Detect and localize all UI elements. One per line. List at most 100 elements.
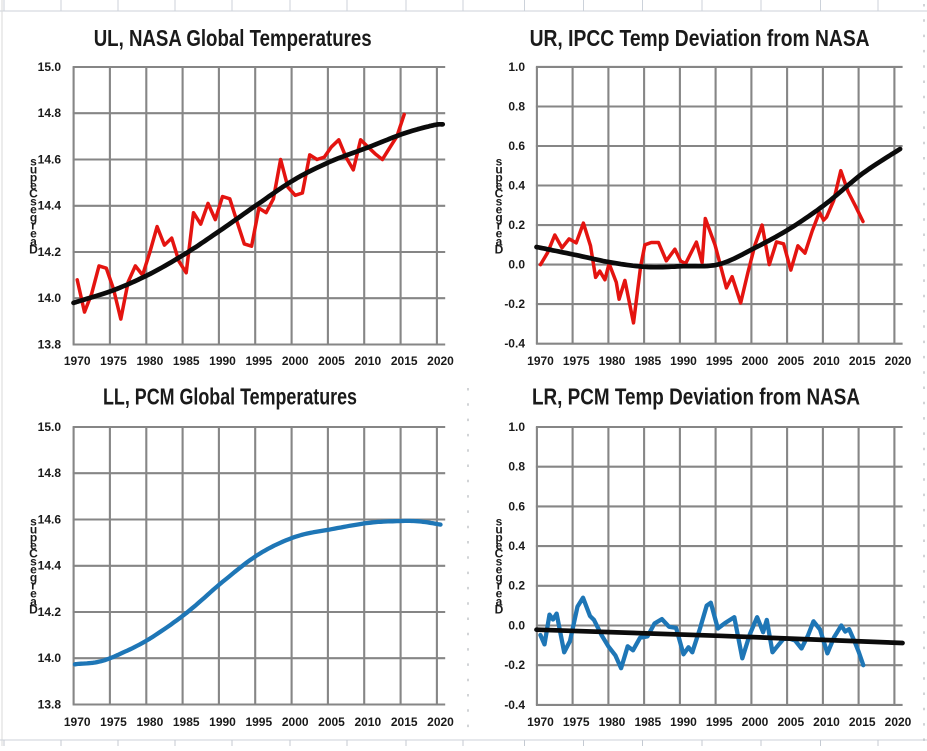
svg-text:a: a — [30, 234, 37, 248]
svg-text:s: s — [30, 514, 37, 528]
svg-text:2000: 2000 — [282, 354, 309, 368]
svg-text:0.8: 0.8 — [508, 460, 525, 474]
svg-text:UL, NASA Global Temperatures: UL, NASA Global Temperatures — [94, 25, 372, 51]
svg-text:e: e — [496, 202, 503, 216]
svg-text:2020: 2020 — [427, 715, 454, 729]
svg-text:p: p — [30, 170, 37, 184]
svg-text:1980: 1980 — [599, 354, 626, 368]
svg-text:e: e — [496, 226, 503, 240]
svg-text:1985: 1985 — [173, 715, 200, 729]
svg-text:1970: 1970 — [527, 715, 554, 729]
svg-text:15.0: 15.0 — [38, 60, 62, 74]
svg-text:a: a — [496, 594, 503, 608]
svg-text:s: s — [30, 194, 37, 208]
svg-text:2010: 2010 — [813, 715, 840, 729]
svg-text:1975: 1975 — [100, 715, 127, 729]
svg-text:e: e — [496, 538, 503, 552]
svg-text:g: g — [30, 210, 37, 224]
svg-text:0.6: 0.6 — [508, 139, 525, 153]
svg-text:1970: 1970 — [527, 354, 554, 368]
svg-text:s: s — [496, 194, 503, 208]
svg-text:2005: 2005 — [777, 354, 804, 368]
svg-text:0.8: 0.8 — [508, 99, 525, 113]
svg-text:1970: 1970 — [64, 354, 91, 368]
svg-text:e: e — [30, 586, 37, 600]
svg-text:LR, PCM Temp Deviation from NA: LR, PCM Temp Deviation from NASA — [532, 384, 860, 410]
svg-text:2000: 2000 — [742, 354, 769, 368]
svg-text:s: s — [496, 554, 503, 568]
svg-text:e: e — [30, 562, 37, 576]
svg-text:0.6: 0.6 — [508, 499, 525, 513]
svg-text:1995: 1995 — [245, 715, 272, 729]
svg-text:1995: 1995 — [245, 354, 272, 368]
svg-text:g: g — [495, 210, 502, 224]
svg-text:14.2: 14.2 — [38, 605, 62, 619]
svg-text:2005: 2005 — [318, 354, 345, 368]
svg-text:r: r — [31, 218, 36, 232]
svg-text:1975: 1975 — [563, 715, 590, 729]
svg-text:C: C — [29, 186, 38, 200]
svg-text:C: C — [495, 186, 504, 200]
svg-text:e: e — [496, 586, 503, 600]
svg-text:LL, PCM Global Temperatures: LL, PCM Global Temperatures — [103, 384, 357, 410]
svg-text:2020: 2020 — [885, 715, 912, 729]
svg-text:1.0: 1.0 — [508, 420, 525, 434]
svg-text:13.8: 13.8 — [38, 697, 62, 711]
svg-text:2000: 2000 — [742, 715, 769, 729]
svg-text:14.6: 14.6 — [38, 152, 62, 166]
svg-text:14.8: 14.8 — [38, 466, 62, 480]
svg-text:u: u — [30, 522, 37, 536]
svg-text:14.2: 14.2 — [38, 245, 62, 259]
svg-text:UR, IPCC Temp Deviation from N: UR, IPCC Temp Deviation from NASA — [530, 25, 870, 51]
svg-text:r: r — [497, 218, 502, 232]
svg-text:e: e — [30, 178, 37, 192]
svg-text:s: s — [496, 154, 503, 168]
svg-text:g: g — [30, 570, 37, 584]
svg-text:u: u — [495, 162, 502, 176]
svg-text:e: e — [30, 226, 37, 240]
svg-text:1990: 1990 — [209, 354, 236, 368]
svg-text:u: u — [495, 522, 502, 536]
svg-text:-0.4: -0.4 — [504, 698, 525, 712]
svg-text:1990: 1990 — [209, 715, 236, 729]
svg-text:2015: 2015 — [849, 354, 876, 368]
svg-text:1985: 1985 — [173, 354, 200, 368]
svg-text:-0.2: -0.2 — [504, 658, 525, 672]
svg-text:2000: 2000 — [282, 715, 309, 729]
svg-text:2005: 2005 — [777, 715, 804, 729]
svg-text:a: a — [496, 234, 503, 248]
svg-text:1990: 1990 — [670, 354, 697, 368]
svg-text:1985: 1985 — [634, 715, 661, 729]
svg-text:2010: 2010 — [354, 715, 381, 729]
svg-text:p: p — [495, 530, 502, 544]
svg-text:u: u — [30, 162, 37, 176]
svg-text:0.2: 0.2 — [508, 579, 525, 593]
svg-text:1990: 1990 — [670, 715, 697, 729]
svg-text:p: p — [495, 170, 502, 184]
svg-text:2015: 2015 — [391, 715, 418, 729]
svg-text:-0.4: -0.4 — [504, 337, 525, 351]
svg-text:1.0: 1.0 — [508, 60, 525, 74]
svg-text:e: e — [496, 178, 503, 192]
svg-text:s: s — [30, 554, 37, 568]
svg-text:1975: 1975 — [100, 354, 127, 368]
svg-text:1995: 1995 — [706, 354, 733, 368]
svg-text:13.8: 13.8 — [38, 337, 62, 351]
svg-text:15.0: 15.0 — [38, 420, 62, 434]
svg-text:1980: 1980 — [137, 354, 164, 368]
svg-text:D: D — [29, 602, 38, 616]
svg-text:p: p — [30, 530, 37, 544]
svg-text:1980: 1980 — [599, 715, 626, 729]
svg-text:a: a — [30, 594, 37, 608]
svg-text:1995: 1995 — [706, 715, 733, 729]
svg-text:r: r — [497, 578, 502, 592]
svg-text:1975: 1975 — [563, 354, 590, 368]
svg-text:1985: 1985 — [634, 354, 661, 368]
svg-text:2020: 2020 — [885, 354, 912, 368]
svg-text:1980: 1980 — [137, 715, 164, 729]
svg-text:2020: 2020 — [427, 354, 454, 368]
svg-text:e: e — [496, 562, 503, 576]
svg-text:0.4: 0.4 — [508, 178, 525, 192]
svg-text:2010: 2010 — [354, 354, 381, 368]
svg-text:r: r — [31, 578, 36, 592]
